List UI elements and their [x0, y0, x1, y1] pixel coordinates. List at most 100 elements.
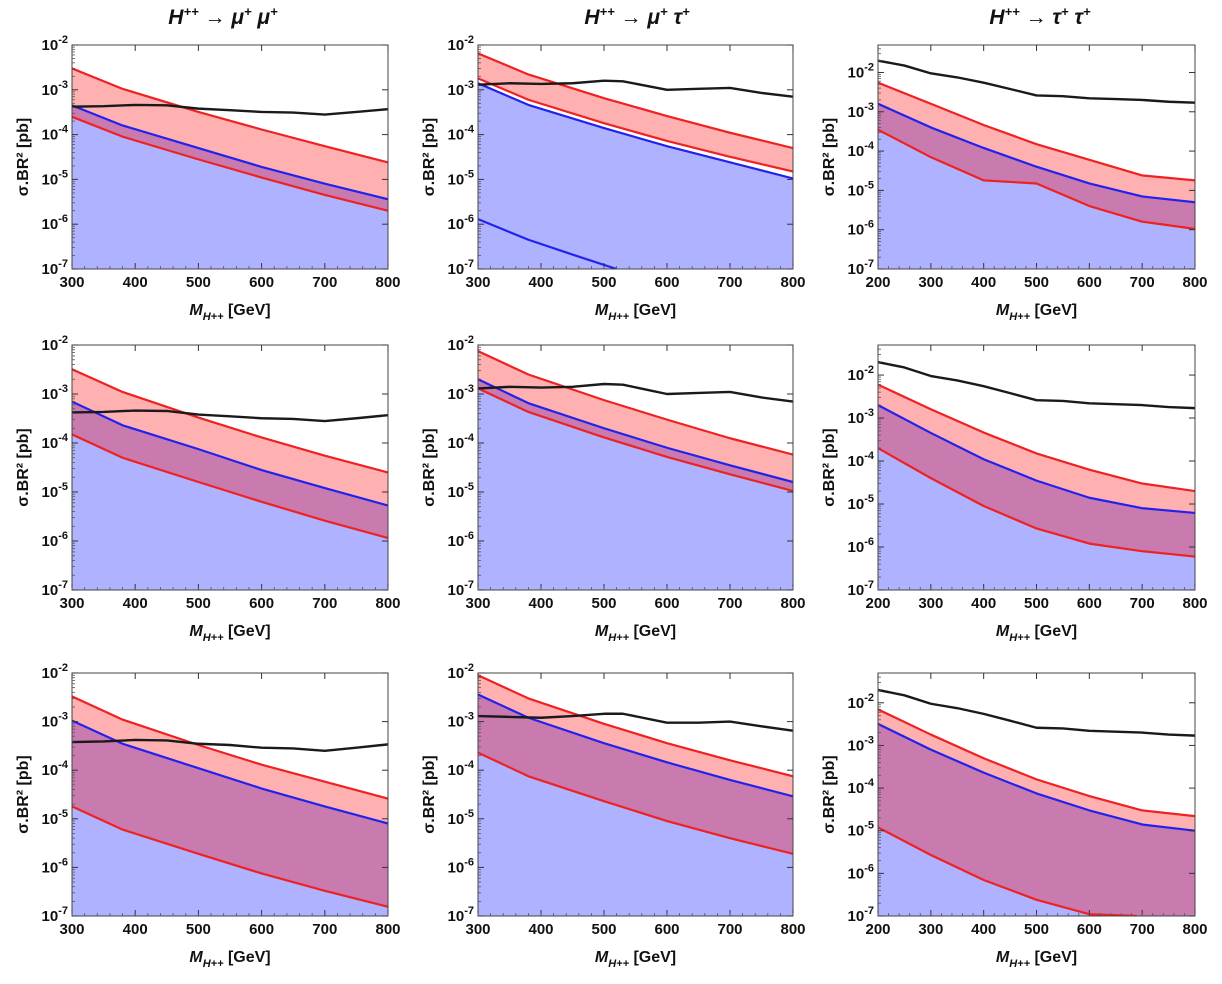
x-tick-label: 800	[375, 595, 400, 612]
y-tick-label: 10-3	[448, 79, 474, 99]
y-tick-label: 10-6	[42, 530, 68, 550]
chart-panel-1: 300 400 500 600 700 80010-710-610-510-410-310…	[421, 34, 806, 323]
y-tick-label: 10-4	[848, 450, 875, 470]
overlap-region	[878, 723, 1195, 916]
blue-line	[72, 104, 388, 201]
plot-frame	[477, 44, 794, 270]
x-axis-label: MH++ [GeV]	[996, 949, 1077, 970]
title-s2: +	[1083, 4, 1091, 19]
red-upper-line	[878, 81, 1195, 182]
y-tick-label: 10-4	[848, 777, 875, 797]
x-tick-label: 300	[465, 921, 490, 938]
plot-area	[72, 368, 388, 590]
red-lower-line	[72, 805, 388, 908]
black-limit-line	[478, 79, 793, 98]
x-tick-label: 400	[971, 595, 996, 612]
title-p1: μ	[231, 6, 245, 29]
x-tick-label: 800	[1182, 274, 1207, 291]
title-s1: +	[244, 4, 252, 19]
column-title-0: H++ → μ+ μ+	[168, 4, 277, 30]
column-title-2: H++ → τ+ τ+	[989, 4, 1090, 30]
y-tick-label: 10-3	[848, 407, 874, 427]
x-tick-label: 800	[1182, 595, 1207, 612]
y-tick-label: 10-2	[448, 34, 474, 54]
y-tick-label: 10-5	[448, 481, 474, 501]
x-tick-label: 400	[528, 274, 553, 291]
blue-line	[478, 82, 793, 180]
x-axis-label: MH++ [GeV]	[189, 302, 270, 323]
x-tick-label: 600	[654, 274, 679, 291]
y-tick-label: 10-5	[42, 808, 68, 828]
y-tick-label: 10-4	[42, 124, 69, 144]
y-axis-label: σ.BR² [pb]	[421, 428, 438, 506]
blue-line	[72, 400, 388, 507]
y-tick-label: 10-4	[448, 759, 475, 779]
title-p1: τ	[1052, 6, 1062, 29]
title-s2: +	[682, 4, 690, 19]
red-band	[478, 53, 793, 172]
x-tick-label: 500	[186, 595, 211, 612]
column-title-1: H++ → μ+ τ+	[584, 4, 689, 30]
black-limit-line	[72, 103, 388, 116]
x-tick-label: 600	[1077, 595, 1102, 612]
y-tick-label: 10-5	[848, 179, 874, 199]
x-axis-label: MH++ [GeV]	[189, 623, 270, 644]
x-tick-label: 500	[591, 274, 616, 291]
y-tick-label: 10-2	[848, 364, 874, 384]
y-tick-label: 10-2	[848, 61, 874, 81]
black-limit-line	[878, 59, 1195, 104]
y-tick-label: 10-2	[42, 34, 68, 54]
y-tick-label: 10-6	[448, 856, 474, 876]
red-lower-line	[478, 387, 793, 493]
x-tick-label: 300	[465, 274, 490, 291]
x-tick-label: 800	[1182, 921, 1207, 938]
x-tick-label: 700	[717, 595, 742, 612]
blue-line	[878, 102, 1195, 204]
x-tick-label: 300	[918, 274, 943, 291]
x-axis-label: MH++ [GeV]	[189, 949, 270, 970]
black-limit-line	[72, 409, 388, 423]
black-limit-line	[478, 712, 793, 732]
title-main: H	[584, 6, 600, 29]
plot-area	[478, 674, 793, 916]
plot-area	[72, 695, 388, 916]
x-tick-label: 700	[717, 921, 742, 938]
x-axis-label: MH++ [GeV]	[996, 623, 1077, 644]
x-tick-label: 600	[249, 921, 274, 938]
black-limit-line	[72, 738, 388, 753]
red-lower-line	[878, 128, 1195, 230]
plot-area	[878, 360, 1195, 590]
x-tick-label: 500	[1024, 595, 1049, 612]
plot-area	[478, 350, 793, 590]
x-tick-label: 700	[312, 595, 337, 612]
y-tick-label: 10-6	[448, 530, 474, 550]
chart-panel-2: 200 300 400 500 600 700 80010-710-610-510-410-…	[821, 44, 1208, 323]
plot-area	[478, 52, 793, 269]
y-tick-label: 10-5	[448, 168, 474, 188]
title-s2: +	[270, 4, 278, 19]
y-tick-label: 10-2	[42, 662, 68, 682]
plot-frame	[71, 344, 389, 591]
x-tick-label: 500	[1024, 274, 1049, 291]
red-lower-line	[878, 447, 1195, 558]
plot-area	[72, 67, 388, 269]
x-tick-label: 500	[186, 921, 211, 938]
blue-lower-line	[478, 218, 617, 269]
overlap-region	[72, 720, 388, 907]
chart-panel-0: 300 400 500 600 700 80010-710-610-510-410-310…	[15, 34, 401, 323]
x-tick-label: 300	[59, 921, 84, 938]
red-upper-line	[72, 695, 388, 800]
title-sup: ++	[1004, 4, 1020, 19]
x-tick-label: 800	[780, 274, 805, 291]
red-upper-line	[478, 52, 793, 150]
overlap-region	[478, 694, 793, 854]
title-main: H	[168, 6, 184, 29]
y-tick-label: 10-2	[448, 662, 474, 682]
y-tick-label: 10-6	[42, 213, 68, 233]
red-lower-line	[878, 826, 1137, 916]
x-tick-label: 300	[465, 595, 490, 612]
title-sup: ++	[183, 4, 199, 19]
x-tick-label: 400	[971, 921, 996, 938]
